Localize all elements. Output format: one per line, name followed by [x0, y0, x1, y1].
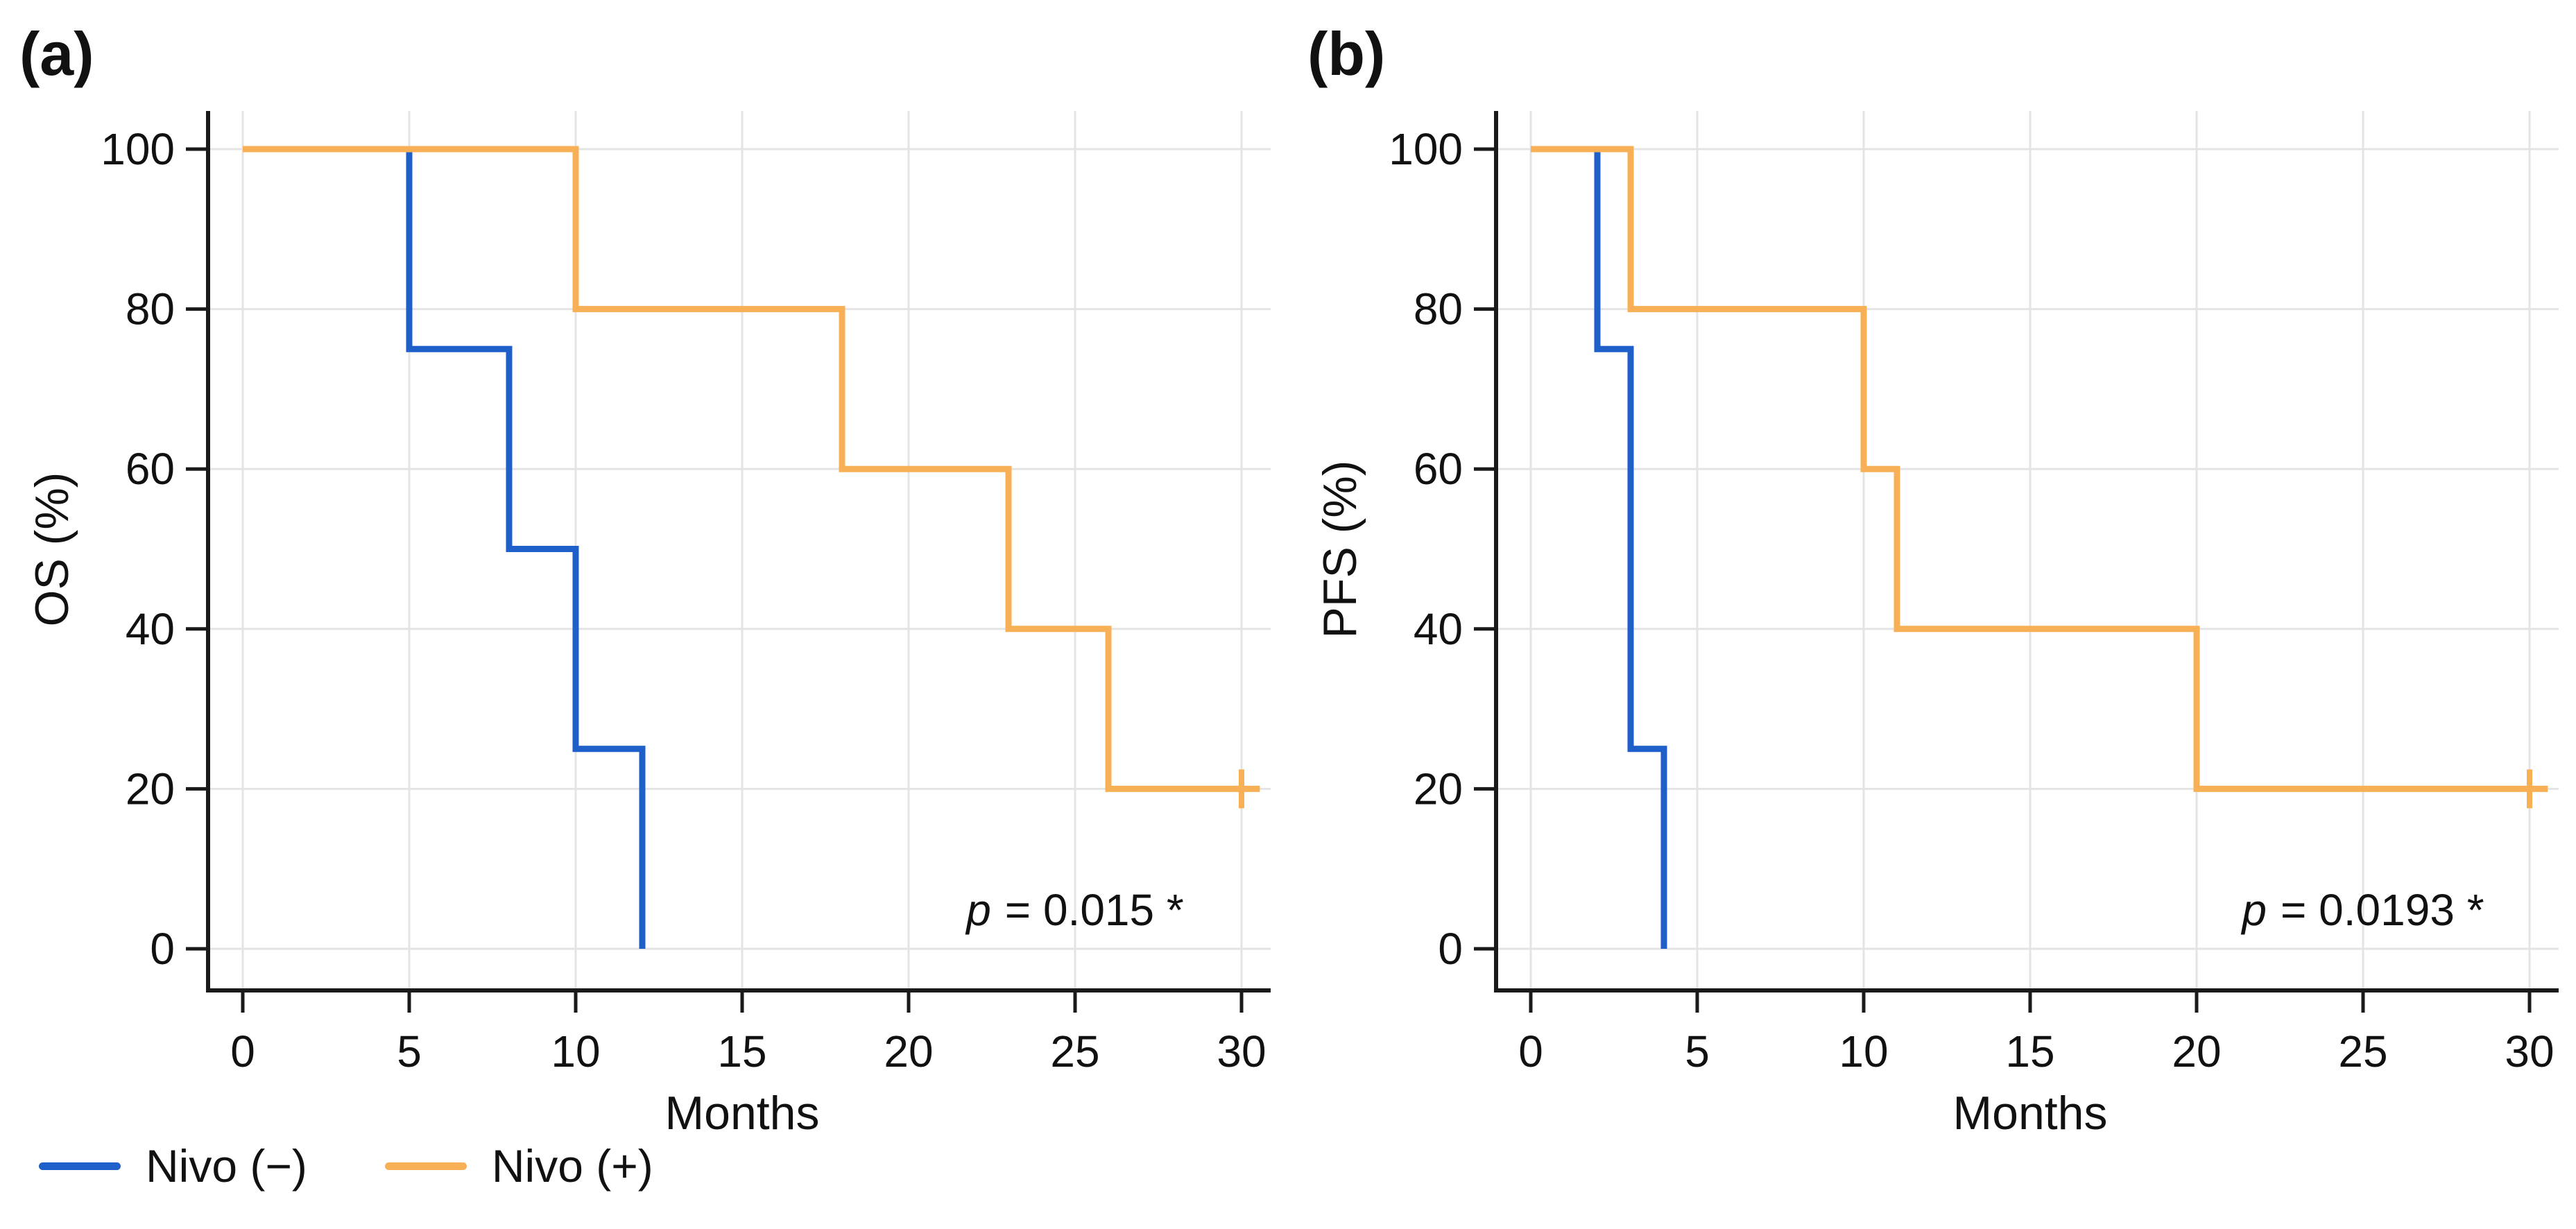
x-tick-label: 5: [397, 1026, 422, 1076]
x-tick-label: 20: [2172, 1026, 2221, 1076]
x-tick-label: 30: [2505, 1026, 2554, 1076]
panel-label-b: (b): [1307, 19, 1385, 88]
panel-b: 0 5 10 15 20 25 30 0 20 40 60 80 100 (b) Months PFS …: [1288, 0, 2576, 1151]
y-tick-label: 40: [126, 604, 175, 654]
km-curve-nivo-minus: [1531, 146, 1667, 949]
x-tick-label: 0: [230, 1026, 255, 1076]
x-axis-title: Months: [1953, 1087, 2108, 1140]
x-tick-label: 15: [717, 1026, 766, 1076]
p-value-text: = 0.015 *: [1005, 885, 1184, 935]
km-curve-nivo-plus: [243, 146, 1260, 792]
legend-item-nivo-plus: Nivo (+): [384, 1139, 653, 1194]
p-symbol: p: [2240, 885, 2267, 935]
p-value-text: = 0.0193 *: [2281, 885, 2484, 935]
x-tick-label: 20: [884, 1026, 933, 1076]
legend: Nivo (−) Nivo (+): [39, 1139, 653, 1194]
km-chart-os: 0 5 10 15 20 25 30 0 20 40 60 80 100 (a) Months OS (…: [19, 19, 1271, 1140]
x-tick-label: 25: [1050, 1026, 1099, 1076]
x-tick-label: 5: [1685, 1026, 1710, 1076]
x-axis-title: Months: [665, 1087, 820, 1140]
y-tick-label: 80: [126, 284, 175, 334]
y-tick-label: 0: [150, 924, 175, 974]
chart-layer-a: 0 5 10 15 20 25 30 0 20 40 60 80 100: [101, 111, 1271, 1076]
legend-item-nivo-minus: Nivo (−): [39, 1139, 307, 1194]
y-tick-label: 60: [1414, 444, 1463, 494]
y-tick-label: 20: [126, 764, 175, 814]
legend-label-nivo-plus: Nivo (+): [491, 1140, 653, 1192]
y-tick-label: 100: [1389, 124, 1463, 174]
y-tick-label: 80: [1414, 284, 1463, 334]
p-symbol: p: [965, 885, 991, 935]
panel-label-a: (a): [19, 19, 94, 88]
y-axis-title: PFS (%): [1314, 461, 1366, 639]
y-tick-label: 60: [126, 444, 175, 494]
panel-a: 0 5 10 15 20 25 30 0 20 40 60 80 100 (a) Months OS (…: [0, 0, 1288, 1151]
p-value-annotation: p = 0.015 *: [965, 885, 1184, 935]
legend-swatch-nivo-minus: [39, 1162, 121, 1171]
legend-label-nivo-minus: Nivo (−): [146, 1140, 307, 1192]
x-tick-label: 15: [2005, 1026, 2054, 1076]
y-tick-label: 100: [101, 124, 175, 174]
legend-swatch-nivo-plus: [384, 1162, 467, 1171]
x-tick-label: 25: [2338, 1026, 2387, 1076]
x-tick-label: 30: [1217, 1026, 1266, 1076]
y-axis-title: OS (%): [26, 472, 78, 627]
km-curve-nivo-plus: [1531, 146, 2548, 792]
p-value-annotation: p = 0.0193 *: [2240, 885, 2484, 935]
x-tick-label: 10: [1839, 1026, 1888, 1076]
y-tick-label: 40: [1414, 604, 1463, 654]
chart-layer-b: 0 5 10 15 20 25 30 0 20 40 60 80 100: [1389, 111, 2559, 1076]
y-tick-label: 20: [1414, 764, 1463, 814]
y-tick-label: 0: [1438, 924, 1463, 974]
km-chart-pfs: 0 5 10 15 20 25 30 0 20 40 60 80 100 (b) Months PFS …: [1307, 19, 2559, 1140]
km-curve-nivo-minus: [243, 146, 646, 949]
x-tick-label: 0: [1518, 1026, 1543, 1076]
x-tick-label: 10: [551, 1026, 600, 1076]
